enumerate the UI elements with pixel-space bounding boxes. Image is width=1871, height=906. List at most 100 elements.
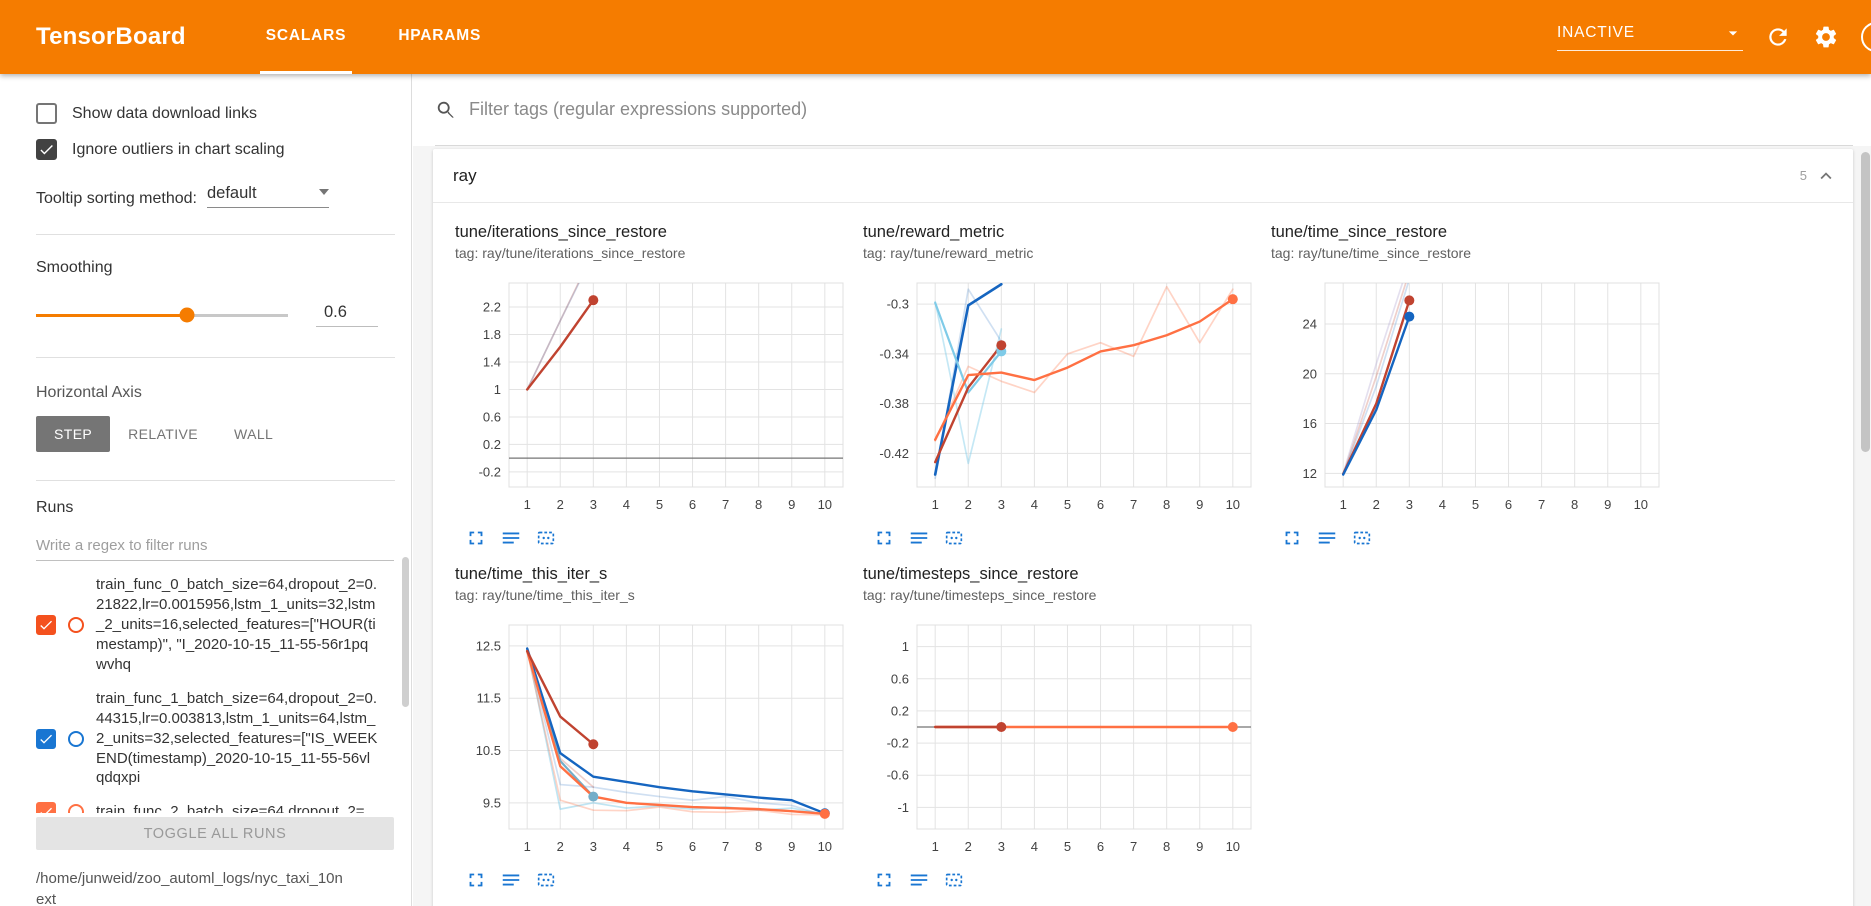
run-label: train_func_0_batch_size=64,dropout_2=0.2… [96,576,378,673]
chart-plot[interactable]: 1 2 3 4 5 6 7 8 9 10 -1 -0.6 -0.2 0.2 0.6 1 [863,615,1257,865]
run-checkbox[interactable] [36,728,56,749]
fit-domain-icon[interactable] [1351,527,1373,549]
svg-text:1: 1 [932,497,939,512]
svg-text:11.5: 11.5 [477,691,501,706]
svg-text:9: 9 [1196,497,1203,512]
divider [36,234,395,235]
chart-plot[interactable]: 1 2 3 4 5 6 7 8 9 10 -0.42 -0.38 -0.34 -0.3 [863,273,1257,523]
run-row: train_func_2_batch_size=64,dropout_2= [36,802,395,813]
settings-gear-icon[interactable] [1813,24,1839,50]
expand-chart-icon[interactable] [465,527,487,549]
tab-scalars[interactable]: SCALARS [259,0,353,74]
app-header: TensorBoard SCALARS HPARAMS INACTIVE ? [0,0,1871,74]
svg-text:7: 7 [722,839,729,854]
main-content: ray 5 tune/iterations_since_restore tag: … [413,74,1871,906]
chart-tag-subtitle: tag: ray/tune/reward_metric [863,245,1034,261]
svg-text:1: 1 [524,497,531,512]
horizontal-axis-label: Horizontal Axis [36,384,142,401]
run-row: train_func_1_batch_size=64,dropout_2=0.4… [36,689,395,789]
refresh-icon[interactable] [1765,24,1791,50]
svg-text:8: 8 [1163,497,1170,512]
chart-title: tune/reward_metric [863,223,1005,241]
run-label: train_func_1_batch_size=64,dropout_2=0.4… [96,689,378,787]
svg-text:1: 1 [494,382,501,397]
fit-domain-icon[interactable] [943,527,965,549]
reload-status-dropdown[interactable]: INACTIVE [1557,23,1743,51]
smoothing-value-field[interactable]: 0.6 [316,303,378,327]
svg-text:2: 2 [965,839,972,854]
svg-text:0.6: 0.6 [483,409,501,424]
chart-tag-subtitle: tag: ray/tune/time_this_iter_s [455,587,635,603]
ignore-outliers-checkbox[interactable]: Ignore outliers in chart scaling [36,137,395,162]
runs-filter-input[interactable] [36,537,394,561]
runs-list: train_func_0_batch_size=64,dropout_2=0.2… [36,575,395,813]
fit-domain-icon[interactable] [535,527,557,549]
dropdown-arrow-icon [1723,23,1743,43]
fit-domain-icon[interactable] [943,869,965,891]
tooltip-sorting-row: Tooltip sorting method: default [36,184,395,208]
step-button[interactable]: STEP [36,416,111,452]
filter-tags-bar [413,74,1871,146]
expand-chart-icon[interactable] [873,527,895,549]
runs-label: Runs [36,499,74,516]
tab-hparams[interactable]: HPARAMS [398,26,482,44]
fit-domain-icon[interactable] [535,869,557,891]
run-solo-radio[interactable] [68,804,84,813]
toggle-all-runs-button[interactable]: TOGGLE ALL RUNS [36,817,394,850]
svg-text:10: 10 [1634,497,1648,512]
runs-list-icon[interactable] [500,869,522,891]
wall-button[interactable]: WALL [216,416,291,452]
runs-scrollbar[interactable] [402,557,409,707]
runs-list-icon[interactable] [1316,527,1338,549]
chart-toolbar [455,869,849,891]
tooltip-sorting-dropdown[interactable]: default [206,184,329,208]
svg-text:2: 2 [1373,497,1380,512]
chart-toolbar [863,527,1257,549]
svg-text:2.2: 2.2 [483,300,501,315]
run-checkbox[interactable] [36,802,56,813]
dropdown-arrow-icon [318,189,329,195]
run-solo-radio[interactable] [68,616,84,633]
smoothing-slider[interactable] [36,307,288,323]
expand-chart-icon[interactable] [873,869,895,891]
svg-text:4: 4 [1439,497,1446,512]
chart-plot[interactable]: 1 2 3 4 5 6 7 8 9 10 -0.2 0.2 0.6 1 1.4 1.8 2.2 [455,273,849,523]
checkbox-checked-icon [36,139,57,160]
chart-title: tune/time_this_iter_s [455,565,608,583]
svg-text:-1: -1 [897,800,909,815]
svg-text:9: 9 [788,497,795,512]
ray-section-card: ray 5 tune/iterations_since_restore tag: … [433,149,1853,906]
chart-tag-subtitle: tag: ray/tune/time_since_restore [1271,245,1471,261]
chart-title: tune/time_since_restore [1271,223,1448,241]
checkbox-label: Show data download links [72,104,258,122]
show-data-download-links-checkbox[interactable]: Show data download links [36,101,395,126]
runs-list-icon[interactable] [908,869,930,891]
svg-text:7: 7 [722,497,729,512]
chart-plot[interactable]: 1 2 3 4 5 6 7 8 9 10 9.5 10.5 11.5 12.5 [455,615,849,865]
relative-button[interactable]: RELATIVE [110,416,216,452]
svg-text:7: 7 [1130,497,1137,512]
collapse-section-icon[interactable] [1815,165,1837,187]
run-solo-radio[interactable] [68,730,84,747]
run-checkbox[interactable] [36,614,56,635]
runs-list-icon[interactable] [500,527,522,549]
expand-chart-icon[interactable] [1281,527,1303,549]
help-icon[interactable]: ? [1861,22,1871,52]
svg-text:24: 24 [1303,317,1317,332]
expand-chart-icon[interactable] [465,869,487,891]
main-scrollbar[interactable] [1861,152,1870,452]
slider-thumb[interactable] [179,307,195,323]
tab-bar: SCALARS HPARAMS [259,0,527,74]
svg-text:1.8: 1.8 [483,327,501,342]
section-title: ray [453,165,477,185]
runs-list-icon[interactable] [908,527,930,549]
section-header[interactable]: ray 5 [433,149,1853,203]
app-title: TensorBoard [36,23,186,50]
svg-text:10.5: 10.5 [476,743,501,758]
filter-tags-input[interactable] [469,99,1853,120]
svg-text:0.6: 0.6 [891,671,909,686]
svg-text:4: 4 [623,497,630,512]
section-count: 5 [1799,168,1807,183]
svg-text:9: 9 [1604,497,1611,512]
